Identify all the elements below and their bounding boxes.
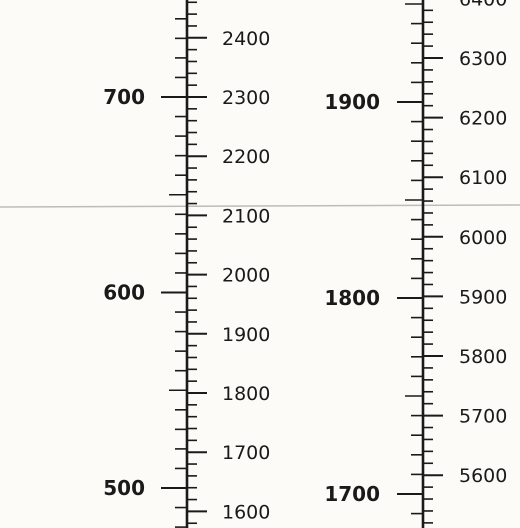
fold-line	[0, 204, 520, 208]
scale-d-label: 5800	[459, 346, 507, 368]
scale-b-label: 2200	[222, 146, 270, 168]
scale-c-label: 1700	[324, 482, 380, 506]
scale-d-label: 5700	[459, 406, 507, 428]
scale-c-label: 1800	[324, 286, 380, 310]
scale-c-label: 1900	[324, 90, 380, 114]
left-scale-axis: 2400 2300 2200 2100 2000 1900 1800 1700 1600 700 6…	[103, 0, 270, 528]
scale-b-label: 2000	[222, 265, 270, 287]
scale-b-label: 1700	[222, 442, 270, 464]
scale-d-label: 5600	[459, 465, 507, 487]
scale-b-label: 1800	[222, 383, 270, 405]
right-scale-axis: 6400 6300 6200 6100 6000 5900 5800 5700 5600 5500…	[324, 0, 507, 528]
scale-a-label: 700	[103, 85, 145, 109]
scale-d-label: 6000	[459, 227, 507, 249]
scale-d-label: 5500	[459, 525, 507, 528]
scale-b-label: 1600	[222, 501, 270, 523]
scale-b-label: 1900	[222, 324, 270, 346]
scale-a-label: 500	[103, 476, 145, 500]
scale-d-label: 6400	[459, 0, 507, 10]
scale-b-label: 2400	[222, 28, 270, 50]
scale-b-label: 2100	[222, 205, 270, 227]
scale-a-label: 600	[103, 281, 145, 305]
scale-b-label: 2300	[222, 87, 270, 109]
scale-d-label: 6200	[459, 108, 507, 130]
fold-crease-line	[0, 204, 520, 208]
scale-d-label: 6100	[459, 167, 507, 189]
scale-d-label: 5900	[459, 286, 507, 308]
scale-d-label: 6300	[459, 48, 507, 70]
